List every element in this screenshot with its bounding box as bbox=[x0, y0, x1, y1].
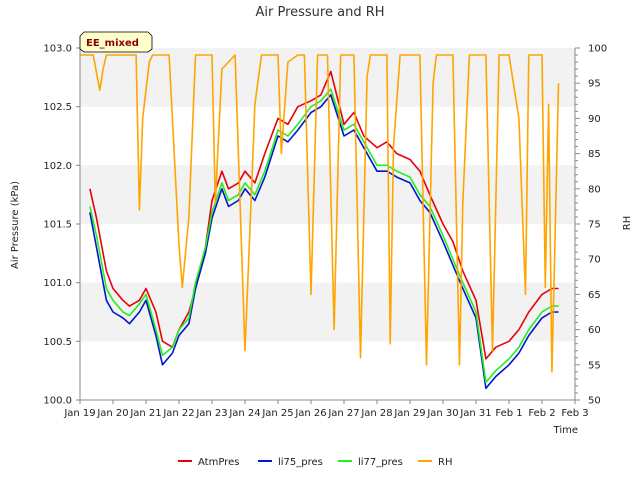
badge: EE_mixed bbox=[79, 31, 153, 53]
badge-background bbox=[79, 31, 153, 53]
y2-axis-ticks: 50 55 60 65 70 75 80 85 90 95 100 bbox=[575, 44, 607, 407]
legend-item: AtmPres bbox=[178, 457, 239, 468]
legend-label: li77_pres bbox=[358, 457, 403, 468]
y2-tick-label: 70 bbox=[588, 255, 601, 266]
y2-tick-label: 75 bbox=[588, 220, 601, 231]
y2-tick-label: 95 bbox=[588, 79, 601, 90]
x-tick-label: Jan 28 bbox=[360, 408, 392, 419]
y-tick-label: 100.5 bbox=[43, 337, 72, 348]
x-tick-label: Jan 23 bbox=[195, 408, 227, 419]
series-line-li75_pres bbox=[89, 94, 559, 390]
x-tick-label: Feb 3 bbox=[561, 408, 588, 419]
x-tick-label: Jan 25 bbox=[261, 408, 293, 419]
series-line-atmpres bbox=[89, 70, 559, 360]
x-axis-label: Time bbox=[553, 425, 578, 436]
x-tick-label: Jan 24 bbox=[228, 408, 260, 419]
x-tick-label: Jan 27 bbox=[327, 408, 359, 419]
x-tick-label: Feb 2 bbox=[528, 408, 555, 419]
band bbox=[80, 165, 575, 224]
y-tick-label: 102.5 bbox=[43, 102, 72, 113]
y-tick-label: 103.0 bbox=[43, 44, 72, 55]
y-tick-label: 100.0 bbox=[43, 396, 72, 407]
background-bands bbox=[80, 48, 575, 342]
series-line-li77_pres bbox=[89, 88, 559, 384]
y2-tick-label: 50 bbox=[588, 396, 601, 407]
legend-item: RH bbox=[418, 457, 452, 468]
y-tick-label: 102.0 bbox=[43, 161, 72, 172]
y2-tick-label: 80 bbox=[588, 184, 601, 195]
x-tick-label: Jan 30 bbox=[426, 408, 458, 419]
x-tick-label: Jan 22 bbox=[162, 408, 194, 419]
y2-tick-label: 100 bbox=[588, 44, 607, 55]
y2-axis-label: RH bbox=[622, 216, 633, 230]
y2-tick-label: 85 bbox=[588, 149, 601, 160]
x-tick-label: Jan 21 bbox=[129, 408, 161, 419]
series-line-rh bbox=[80, 54, 560, 373]
legend-label: li75_pres bbox=[278, 457, 323, 468]
series-lines bbox=[80, 54, 560, 390]
y-tick-label: 101.5 bbox=[43, 220, 72, 231]
x-tick-label: Feb 1 bbox=[495, 408, 522, 419]
y-axis-ticks: 100.0 100.5 101.0 101.5 102.0 102.5 103.0 bbox=[43, 44, 80, 407]
legend-label: RH bbox=[438, 457, 452, 468]
x-tick-label: Jan 29 bbox=[393, 408, 425, 419]
x-tick-label: Jan 19 bbox=[63, 408, 95, 419]
chart-title: Air Pressure and RH bbox=[255, 5, 384, 20]
x-axis-ticks: Jan 19 Jan 20 Jan 21 Jan 22 Jan 23 Jan 24 Jan … bbox=[63, 400, 589, 419]
y2-tick-label: 90 bbox=[588, 114, 601, 125]
legend-item: li77_pres bbox=[338, 457, 403, 468]
x-tick-label: Jan 26 bbox=[294, 408, 326, 419]
y2-tick-label: 55 bbox=[588, 360, 601, 371]
y-tick-label: 101.0 bbox=[43, 278, 72, 289]
legend-item: li75_pres bbox=[258, 457, 323, 468]
y-axis-label: Air Pressure (kPa) bbox=[10, 181, 21, 269]
y2-tick-label: 60 bbox=[588, 325, 601, 336]
legend-label: AtmPres bbox=[198, 457, 239, 468]
legend: AtmPres li75_pres li77_pres RH bbox=[178, 457, 452, 468]
x-tick-label: Jan 20 bbox=[96, 408, 128, 419]
x-tick-label: Jan 31 bbox=[459, 408, 491, 419]
y2-tick-label: 65 bbox=[588, 290, 601, 301]
badge-label: EE_mixed bbox=[86, 38, 139, 49]
